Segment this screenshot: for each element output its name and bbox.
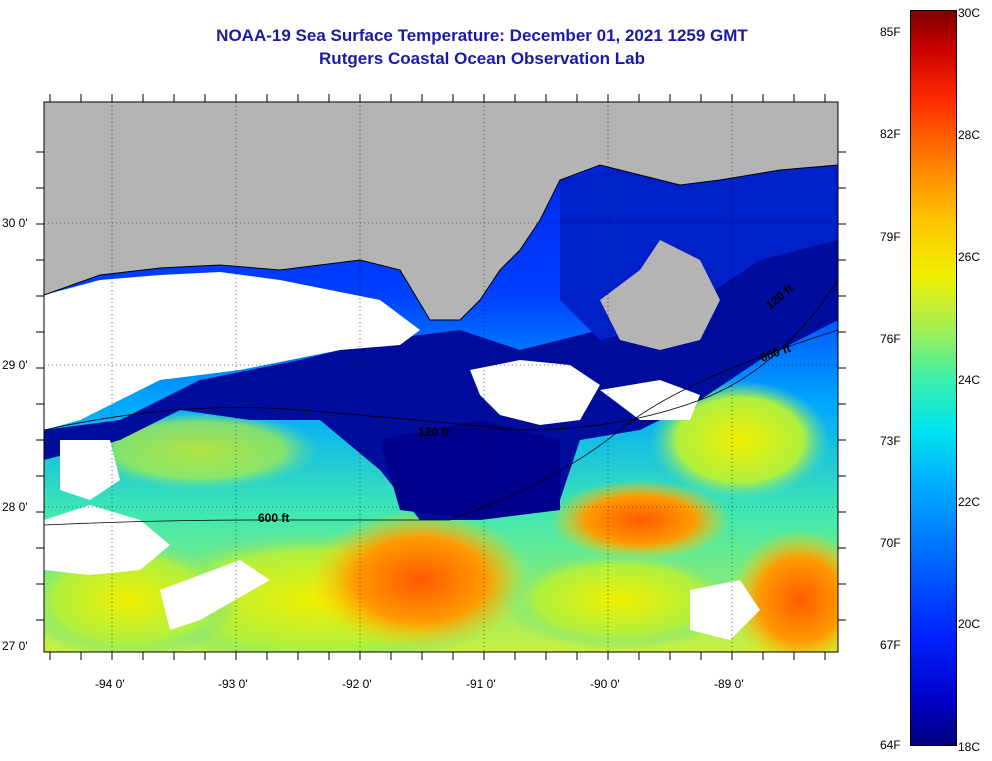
cb-c-20: 20C — [958, 617, 981, 631]
cb-c-26: 26C — [958, 250, 981, 264]
map-title: NOAA-19 Sea Surface Temperature: Decembe… — [216, 26, 748, 45]
map-frame — [43, 101, 839, 653]
temperature-colorbar — [910, 10, 957, 746]
cb-f-82: 82F — [880, 127, 901, 141]
contour-label-120ft-west: 120 ft — [418, 425, 449, 439]
cb-c-18: 18C — [958, 740, 981, 754]
cb-f-67: 67F — [880, 638, 901, 652]
cb-f-76: 76F — [880, 332, 901, 346]
lat-label-28: 28 0' — [2, 500, 28, 514]
lon-label-92: -92 0' — [342, 677, 372, 691]
land-area — [44, 102, 838, 320]
coastline — [44, 164, 838, 321]
cb-f-73: 73F — [880, 434, 901, 448]
cb-f-79: 79F — [880, 230, 901, 244]
cold-water-band — [44, 230, 838, 520]
lat-label-27: 27 0' — [2, 639, 28, 653]
cb-f-70: 70F — [880, 536, 901, 550]
lon-label-94: -94 0' — [95, 677, 125, 691]
cb-c-30: 30C — [958, 6, 981, 20]
lon-label-89: -89 0' — [714, 677, 744, 691]
lon-label-90: -90 0' — [590, 677, 620, 691]
cb-c-22: 22C — [958, 495, 981, 509]
lon-label-93: -93 0' — [218, 677, 248, 691]
lon-label-91: -91 0' — [466, 677, 496, 691]
cb-f-64: 64F — [880, 738, 901, 752]
cb-f-85: 85F — [880, 25, 901, 39]
lat-label-29: 29 0' — [2, 358, 28, 372]
graticule — [44, 102, 838, 652]
map-subtitle: Rutgers Coastal Ocean Observation Lab — [319, 49, 645, 68]
contour-120ft — [44, 279, 838, 431]
cb-c-28: 28C — [958, 128, 981, 142]
contour-label-600ft-west: 600 ft — [258, 511, 289, 525]
lat-label-30: 30 0' — [2, 216, 28, 230]
cloud-area — [44, 272, 420, 430]
contour-600ft — [44, 329, 838, 526]
cb-c-24: 24C — [958, 373, 981, 387]
